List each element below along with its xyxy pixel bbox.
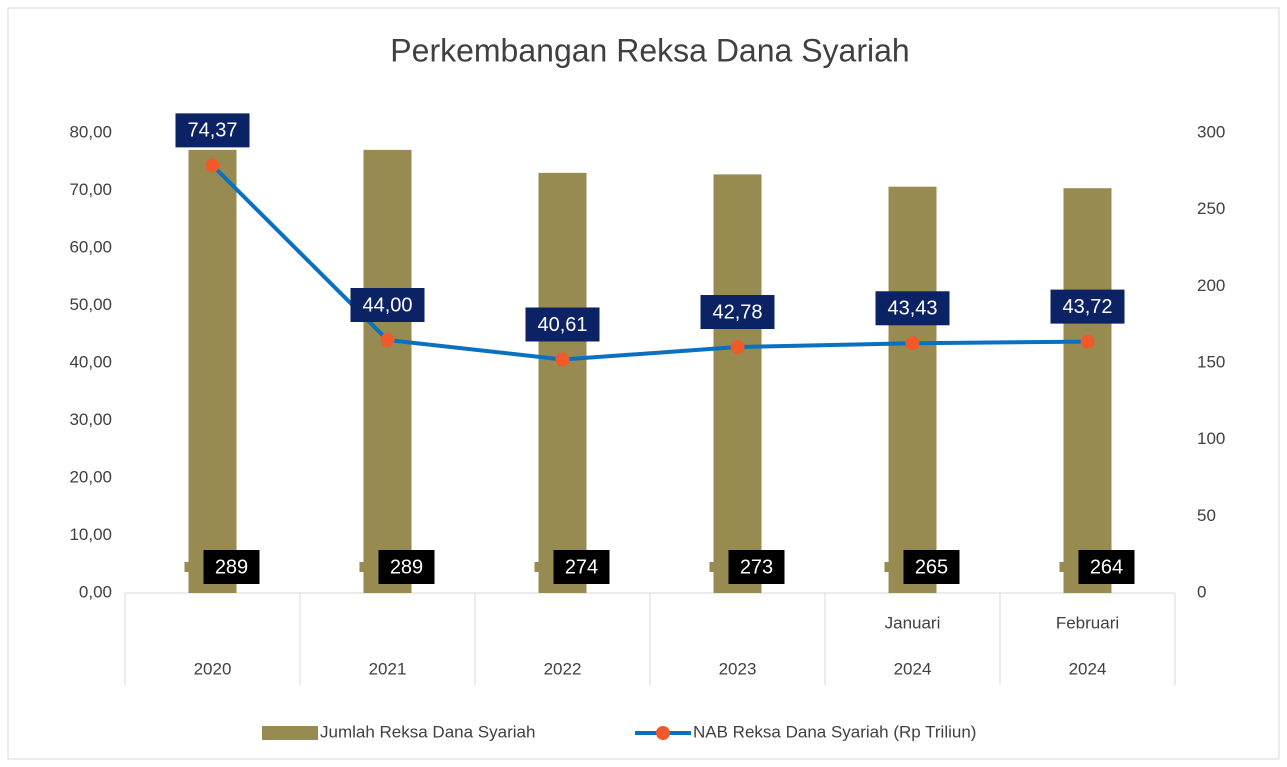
- data-label: 74,37: [187, 120, 237, 142]
- line-marker: [905, 336, 920, 351]
- y2-tick-label: 250: [1197, 199, 1225, 218]
- legend-key-marker: [656, 726, 670, 740]
- data-label-box: [378, 550, 435, 584]
- data-label-box: [350, 288, 425, 322]
- legend-label: Jumlah Reksa Dana Syariah: [320, 722, 535, 741]
- line-marker: [730, 340, 745, 355]
- bar: [363, 149, 412, 593]
- line-marker: [555, 352, 570, 367]
- bar: [888, 186, 937, 593]
- y2-tick-label: 0: [1197, 582, 1206, 601]
- data-label-box: [203, 550, 260, 584]
- data-label-box: [728, 550, 785, 584]
- x-tick-label: 2020: [194, 659, 232, 678]
- y2-tick-label: 100: [1197, 429, 1225, 448]
- y-tick-label: 10,00: [69, 525, 112, 544]
- x-tick-label: 2023: [719, 659, 757, 678]
- chart-title: Perkembangan Reksa Dana Syariah: [390, 32, 909, 68]
- data-label: 43,72: [1062, 296, 1112, 318]
- bar: [713, 174, 762, 593]
- y2-tick-label: 50: [1197, 506, 1216, 525]
- y-tick-label: 70,00: [69, 180, 112, 199]
- x-tick-label: Januari: [885, 613, 941, 632]
- label-key: [534, 562, 541, 572]
- data-label: 44,00: [362, 294, 412, 316]
- data-label-box: [525, 307, 600, 342]
- y2-tick-label: 300: [1197, 122, 1225, 141]
- data-label-box: [1078, 550, 1135, 584]
- legend-key: [262, 726, 318, 740]
- y-tick-label: 0,00: [79, 582, 112, 601]
- data-label-box: [700, 295, 775, 330]
- data-label-box: [175, 113, 250, 148]
- x-tick-label: 2022: [544, 659, 582, 678]
- y2-tick-label: 150: [1197, 352, 1225, 371]
- bar: [538, 172, 587, 593]
- x-tick-label: 2024: [894, 659, 932, 678]
- y-tick-label: 30,00: [69, 410, 112, 429]
- y-tick-label: 20,00: [69, 467, 112, 486]
- data-label-box: [553, 550, 610, 584]
- label-key: [709, 562, 716, 572]
- data-label: 264: [1090, 556, 1123, 578]
- data-label: 273: [740, 556, 773, 578]
- data-label: 289: [215, 556, 248, 578]
- data-label: 289: [390, 556, 423, 578]
- y-tick-label: 50,00: [69, 295, 112, 314]
- line-marker: [380, 333, 395, 347]
- label-key: [184, 562, 191, 572]
- legend-label: NAB Reksa Dana Syariah (Rp Triliun): [693, 722, 976, 741]
- data-label: 42,78: [712, 301, 762, 323]
- data-label: 265: [915, 556, 948, 578]
- data-label: 43,43: [887, 298, 937, 320]
- data-label-box: [875, 291, 950, 326]
- data-label: 40,61: [537, 314, 587, 336]
- x-tick-label: 2024: [1069, 659, 1107, 678]
- data-label: 274: [565, 556, 598, 578]
- label-key: [359, 562, 366, 572]
- bar: [188, 149, 237, 593]
- data-label-box: [1050, 289, 1125, 324]
- label-key: [884, 562, 891, 572]
- y-tick-label: 80,00: [69, 122, 112, 141]
- line-marker: [1080, 334, 1095, 349]
- y2-tick-label: 200: [1197, 276, 1225, 295]
- y-tick-label: 40,00: [69, 352, 112, 371]
- y-tick-label: 60,00: [69, 237, 112, 256]
- data-label-box: [903, 550, 960, 584]
- x-tick-label: Februari: [1056, 613, 1119, 632]
- x-tick-label: 2021: [369, 659, 407, 678]
- label-key: [1059, 562, 1066, 572]
- bar: [1063, 188, 1112, 593]
- line-marker: [205, 158, 220, 173]
